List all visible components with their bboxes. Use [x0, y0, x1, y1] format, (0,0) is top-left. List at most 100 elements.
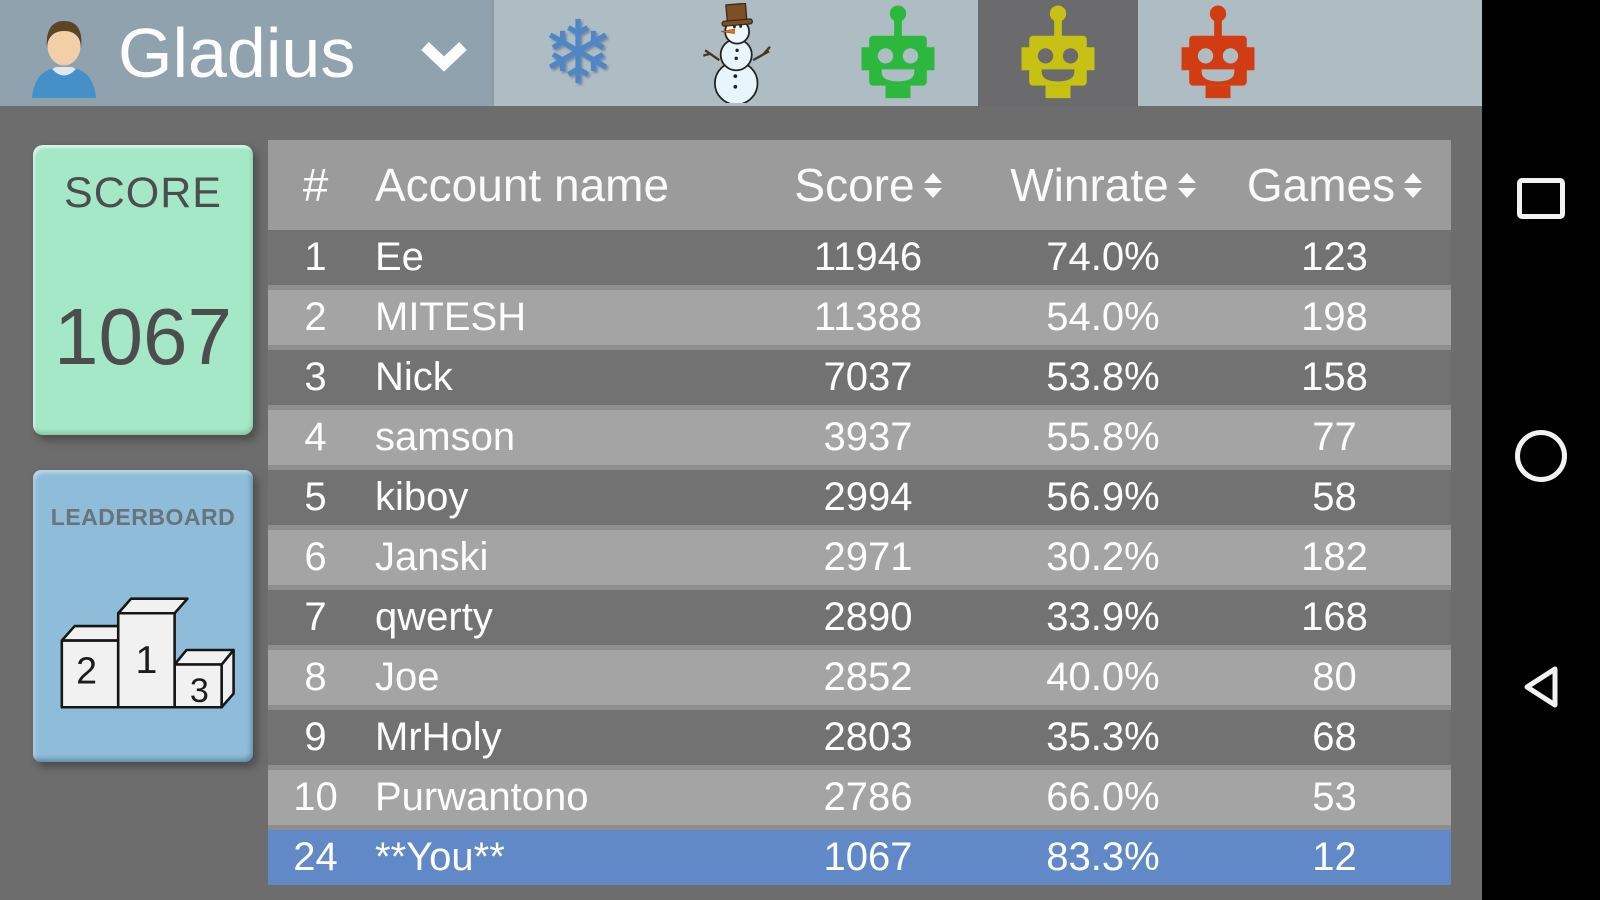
cell-score: 7037 — [823, 355, 913, 399]
cell-games: 168 — [1301, 595, 1368, 639]
player-avatar-icon — [32, 21, 96, 98]
cell-winrate: 30.2% — [1046, 535, 1160, 579]
cell-winrate: 56.9% — [1046, 475, 1160, 519]
snowman-icon — [703, 3, 771, 103]
cell-score: 2971 — [823, 535, 913, 579]
cell-rank: 1 — [304, 235, 327, 279]
cell-winrate: 74.0% — [1046, 235, 1160, 279]
cell-games: 158 — [1301, 355, 1368, 399]
cell-name: kiboy — [375, 475, 469, 519]
robot-yellow-icon — [1021, 5, 1095, 99]
recents-button square-icon[interactable] — [1517, 178, 1565, 219]
tab-robot-red[interactable] — [1138, 0, 1298, 106]
table-row[interactable]: 6 Janski 2971 30.2% 182 — [268, 530, 1451, 585]
tab-robot-green[interactable] — [818, 0, 978, 106]
table-row[interactable]: 3 Nick 7037 53.8% 158 — [268, 350, 1451, 405]
cell-games: 80 — [1312, 655, 1357, 699]
column-header-games[interactable]: Games — [1218, 158, 1451, 212]
cell-rank: 6 — [304, 535, 327, 579]
back-button triangle-left-icon[interactable] — [1519, 663, 1563, 711]
sort-icon — [923, 172, 942, 198]
home-button circle-icon[interactable] — [1515, 430, 1567, 482]
column-header-winrate[interactable]: Winrate — [988, 158, 1218, 212]
leaderboard-table: # Account name Score Winrate Games — [268, 140, 1451, 885]
top-bar: Gladius ❄ — [0, 0, 1482, 106]
column-header-score[interactable]: Score — [748, 158, 988, 212]
sort-down-arrow — [1177, 187, 1196, 198]
sort-up-arrow — [923, 172, 942, 183]
cell-winrate: 35.3% — [1046, 715, 1160, 759]
cell-name: Purwantono — [375, 775, 589, 819]
cell-rank: 9 — [304, 715, 327, 759]
cell-games: 12 — [1312, 835, 1357, 879]
cell-score: 3937 — [823, 415, 913, 459]
player-name: Gladius — [118, 14, 356, 92]
cell-name: Joe — [375, 655, 440, 699]
snowflake-icon: ❄ — [541, 3, 615, 102]
cell-score: 2852 — [823, 655, 913, 699]
robot-green-icon — [861, 5, 935, 99]
cell-name: Ee — [375, 235, 424, 279]
table-row[interactable]: 2 MITESH 11388 54.0% 198 — [268, 290, 1451, 345]
table-row[interactable]: 7 qwerty 2890 33.9% 168 — [268, 590, 1451, 645]
cell-score: 2803 — [823, 715, 913, 759]
podium-icon: 1 2 3 — [60, 597, 235, 710]
sort-down-arrow — [923, 187, 942, 198]
score-label: SCORE — [64, 169, 222, 217]
table-row[interactable]: 8 Joe 2852 40.0% 80 — [268, 650, 1451, 705]
column-header-rank: # — [302, 159, 329, 211]
cell-games: 198 — [1301, 295, 1368, 339]
podium-number-3: 3 — [190, 672, 209, 710]
cell-rank: 4 — [304, 415, 327, 459]
tab-snowman[interactable] — [658, 0, 818, 106]
score-value: 1067 — [54, 292, 232, 381]
column-header-score-label: Score — [794, 159, 915, 211]
cell-games: 77 — [1312, 415, 1357, 459]
column-header-games-label: Games — [1246, 159, 1396, 211]
tab-snowflake[interactable]: ❄ — [498, 0, 658, 106]
cell-winrate: 54.0% — [1046, 295, 1160, 339]
podium-number-2: 2 — [76, 649, 97, 691]
cell-winrate: 33.9% — [1046, 595, 1160, 639]
tab-robot-yellow[interactable] — [978, 0, 1138, 106]
cell-games: 123 — [1301, 235, 1368, 279]
player-selector[interactable]: Gladius — [0, 0, 492, 106]
table-row[interactable]: 24 **You** 1067 83.3% 12 — [268, 830, 1451, 885]
cell-rank: 7 — [304, 595, 327, 639]
cell-score: 11388 — [813, 295, 923, 339]
table-row[interactable]: 1 Ee 11946 74.0% 123 — [268, 230, 1451, 285]
cell-rank: 5 — [304, 475, 327, 519]
cell-score: 11946 — [813, 235, 923, 279]
table-row[interactable]: 5 kiboy 2994 56.9% 58 — [268, 470, 1451, 525]
podium-number-1: 1 — [135, 638, 157, 682]
robot-red-icon — [1181, 5, 1255, 99]
table-body: 1 Ee 11946 74.0% 123 2 MITESH 11388 54.0… — [268, 230, 1451, 885]
cell-rank: 2 — [304, 295, 327, 339]
cell-winrate: 83.3% — [1046, 835, 1160, 879]
leaderboard-panel[interactable]: LEADERBOARD 1 2 3 — [33, 470, 253, 762]
sort-down-arrow — [1404, 187, 1423, 198]
sort-up-arrow — [1177, 172, 1196, 183]
cell-name: Nick — [375, 355, 453, 399]
sort-icon — [1404, 172, 1423, 198]
cell-winrate: 55.8% — [1046, 415, 1160, 459]
table-row[interactable]: 10 Purwantono 2786 66.0% 53 — [268, 770, 1451, 825]
cell-games: 53 — [1312, 775, 1357, 819]
cell-winrate: 53.8% — [1046, 355, 1160, 399]
chevron-down-icon — [421, 42, 467, 72]
android-nav-bar — [1482, 0, 1600, 900]
leaderboard-label: LEADERBOARD — [50, 504, 236, 530]
sort-icon — [1177, 172, 1196, 198]
table-row[interactable]: 4 samson 3937 55.8% 77 — [268, 410, 1451, 465]
table-row[interactable]: 9 MrHoly 2803 35.3% 68 — [268, 710, 1451, 765]
cell-score: 2890 — [823, 595, 913, 639]
tabs: ❄ — [492, 0, 1482, 106]
cell-games: 182 — [1301, 535, 1368, 579]
score-panel: SCORE 1067 — [33, 145, 253, 435]
cell-name: MrHoly — [375, 715, 502, 759]
cell-name: qwerty — [375, 595, 493, 639]
cell-winrate: 66.0% — [1046, 775, 1160, 819]
cell-name: samson — [375, 415, 516, 459]
cell-rank: 8 — [304, 655, 327, 699]
